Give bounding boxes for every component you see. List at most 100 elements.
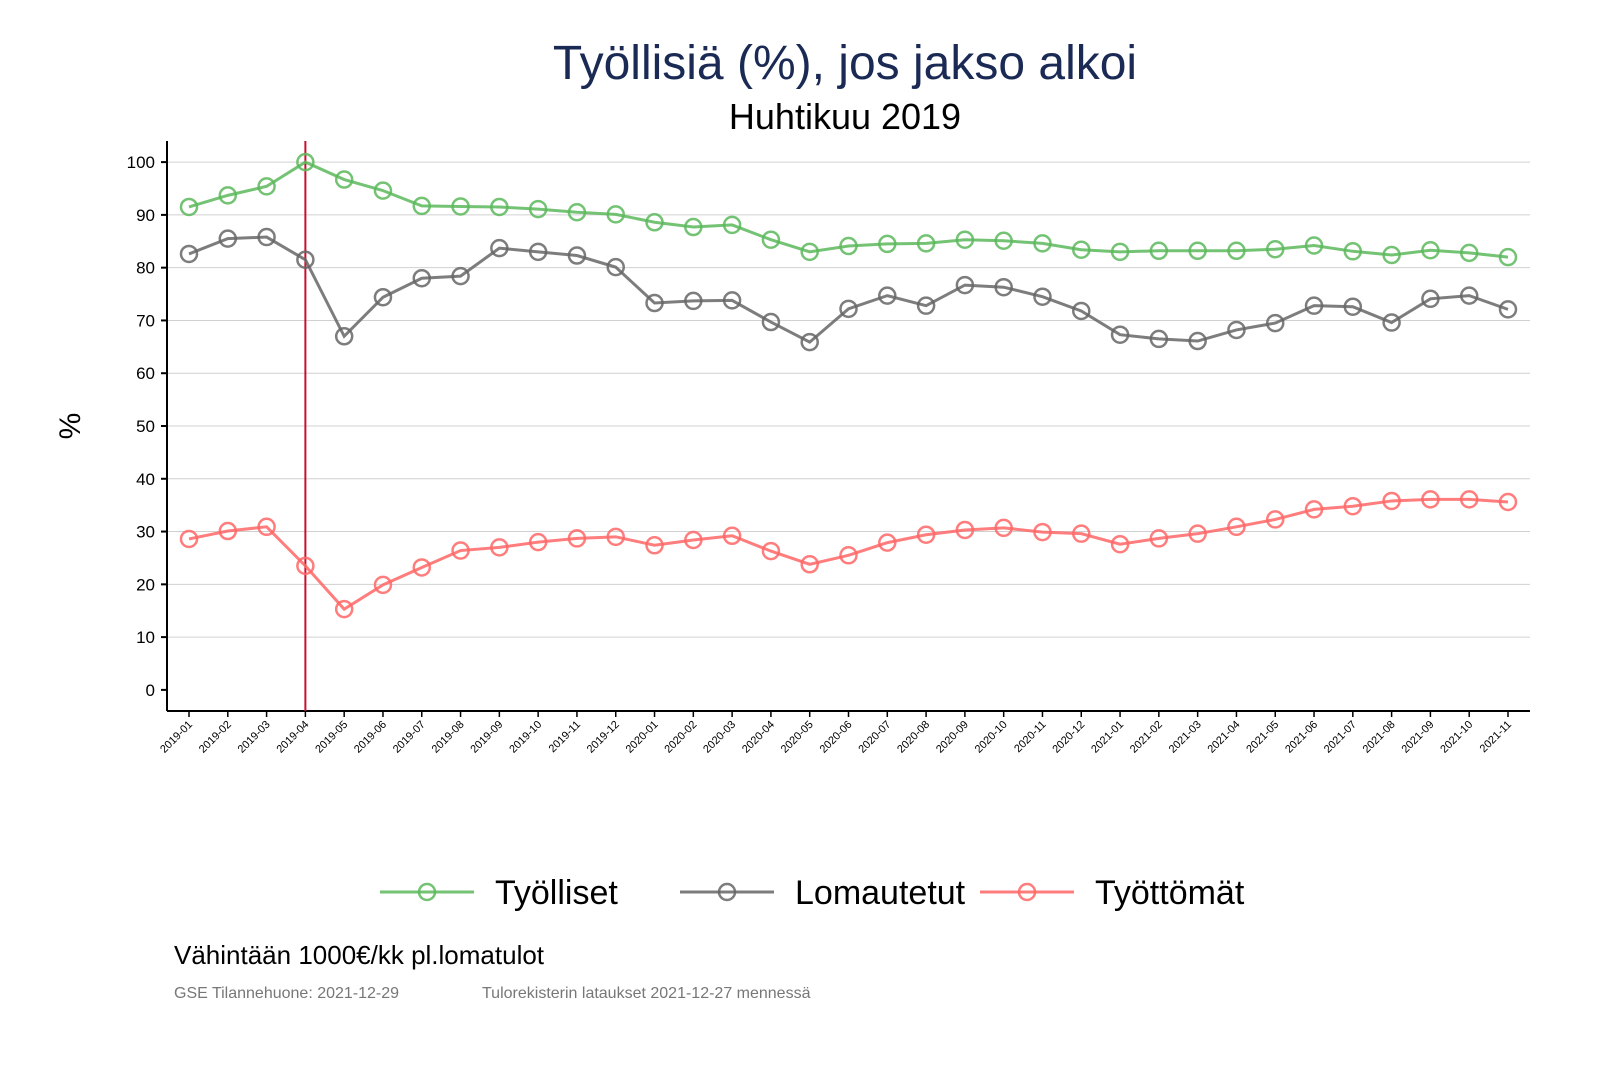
data-point [606, 527, 625, 547]
data-point [1110, 534, 1130, 554]
data-point [645, 536, 664, 555]
x-tick-label: 2021-04 [1206, 719, 1243, 756]
data-point [645, 293, 664, 313]
data-point [800, 555, 819, 574]
data-point [1421, 490, 1440, 509]
x-tick-label: 2021-11 [1478, 719, 1514, 755]
data-point [1304, 236, 1324, 255]
data-point [1421, 241, 1440, 260]
x-tick-label: 2019-12 [585, 719, 622, 756]
data-point [1149, 329, 1169, 349]
data-point [1421, 289, 1440, 309]
data-point [1382, 491, 1401, 511]
data-point [1382, 313, 1401, 332]
data-point [528, 532, 548, 552]
chart-subtitle: Huhtikuu 2019 [728, 96, 962, 137]
data-point [994, 231, 1013, 250]
data-point [1227, 320, 1246, 340]
data-point [567, 529, 587, 548]
data-point [1188, 241, 1207, 261]
data-point [373, 287, 393, 307]
data-point [490, 538, 509, 557]
data-point [839, 546, 858, 565]
data-point [567, 203, 587, 222]
data-point [606, 205, 625, 224]
data-point [334, 170, 354, 189]
data-point [1033, 522, 1052, 542]
data-point [878, 286, 897, 305]
footer-note: Vähintään 1000€/kk pl.lomatulot [174, 940, 545, 970]
y-tick-label: 100 [127, 153, 155, 172]
data-point [1072, 240, 1091, 259]
data-point [451, 541, 470, 560]
data-point [1033, 234, 1052, 253]
data-point [684, 291, 703, 311]
data-point [761, 312, 781, 332]
data-point [1149, 241, 1169, 261]
data-point [1498, 247, 1518, 267]
data-point [916, 525, 936, 544]
series-line [188, 235, 1509, 344]
data-point [451, 266, 470, 286]
x-tick-label: 2020-09 [934, 719, 971, 756]
data-point [878, 234, 897, 254]
data-point [218, 229, 238, 248]
data-point [994, 277, 1013, 297]
data-point [218, 521, 238, 541]
y-tick-label: 90 [136, 206, 155, 225]
data-point [722, 215, 742, 235]
x-tick-label: 2019-07 [391, 719, 428, 756]
x-tick-label: 2019-01 [158, 719, 195, 756]
x-tick-label: 2021-06 [1283, 719, 1320, 756]
x-tick-label: 2021-02 [1128, 719, 1165, 756]
x-tick-label: 2021-09 [1399, 719, 1436, 756]
data-point [839, 236, 858, 256]
data-point [218, 186, 238, 205]
x-tick-label: 2020-05 [779, 719, 816, 756]
legend-marker [1017, 882, 1037, 902]
legend-label: Lomautetut [795, 874, 966, 912]
data-point [684, 530, 703, 550]
data-point [257, 227, 276, 247]
data-point [761, 230, 781, 249]
x-tick-label: 2021-07 [1322, 719, 1359, 756]
data-point [179, 197, 199, 217]
y-tick-label: 20 [136, 575, 155, 594]
x-tick-label: 2021-08 [1361, 719, 1398, 756]
y-tick-label: 40 [136, 470, 155, 489]
x-tick-label: 2019-04 [274, 719, 311, 756]
data-point [1072, 301, 1091, 321]
data-point [296, 250, 315, 269]
data-point [955, 520, 975, 540]
data-note: Tulorekisterin lataukset 2021-12-27 menn… [482, 985, 811, 1002]
data-point [839, 299, 858, 319]
x-tick-label: 2021-03 [1167, 719, 1204, 756]
data-point [179, 529, 199, 549]
data-point [412, 558, 432, 577]
x-tick-label: 2020-11 [1012, 719, 1048, 755]
y-tick-label: 30 [136, 523, 155, 542]
data-point [1304, 296, 1324, 315]
data-point [490, 238, 509, 258]
x-tick-label: 2020-01 [624, 719, 661, 756]
data-point [1265, 510, 1285, 529]
data-point [1188, 524, 1207, 543]
data-point [1110, 325, 1130, 344]
data-point [684, 217, 703, 237]
data-point [1227, 241, 1246, 261]
data-point [412, 196, 432, 216]
y-tick-label: 10 [136, 628, 155, 647]
data-point [412, 268, 432, 288]
x-tick-label: 2021-10 [1438, 719, 1475, 756]
data-point [373, 575, 393, 595]
x-tick-label: 2021-05 [1244, 719, 1281, 756]
data-point [1498, 300, 1518, 319]
data-point [334, 327, 354, 346]
x-tick-label: 2020-02 [662, 719, 699, 756]
x-tick-label: 2019-06 [352, 719, 389, 756]
data-point [800, 332, 819, 352]
y-tick-label: 60 [136, 364, 155, 383]
data-point [1382, 245, 1401, 265]
x-tick-label: 2020-12 [1050, 719, 1087, 756]
